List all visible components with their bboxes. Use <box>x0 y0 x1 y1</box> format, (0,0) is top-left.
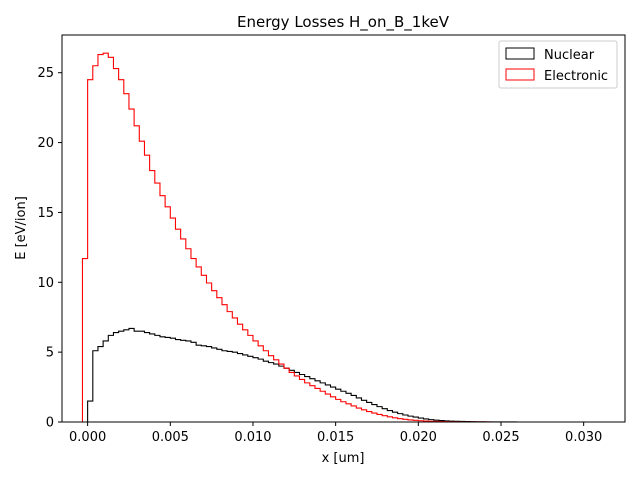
legend-swatch-electronic <box>505 68 535 81</box>
x-tick-label: 0.000 <box>69 430 106 445</box>
x-tick-label: 0.025 <box>482 430 519 445</box>
y-tick-label: 5 <box>46 346 54 361</box>
y-tick-label: 0 <box>46 416 54 431</box>
x-tick-label: 0.020 <box>400 430 437 445</box>
series-line-nuclear <box>87 327 528 423</box>
x-axis: 0.000 0.005 0.010 0.015 0.020 0.025 0.030 <box>69 422 602 445</box>
x-tick-label: 0.030 <box>565 430 602 445</box>
y-tick-label: 10 <box>37 276 54 291</box>
legend: Nuclear Electronic <box>498 40 618 89</box>
x-tick-label: 0.015 <box>317 430 354 445</box>
y-tick-label: 20 <box>37 136 54 151</box>
series-layer <box>81 52 600 423</box>
plot-frame <box>61 34 626 423</box>
x-axis-title: x [um] <box>322 451 365 466</box>
y-tick-label: 25 <box>37 66 54 81</box>
legend-label-nuclear: Nuclear <box>544 48 595 63</box>
y-axis-title: E [eV/ion] <box>14 196 29 260</box>
chart-title: Energy Losses H_on_B_1keV <box>237 13 450 32</box>
y-axis: 0 5 10 15 20 25 <box>37 66 62 431</box>
legend-box <box>498 40 618 89</box>
legend-label-electronic: Electronic <box>544 69 608 84</box>
y-tick-label: 15 <box>37 206 54 221</box>
x-tick-label: 0.010 <box>234 430 271 445</box>
series-line-electronic <box>81 52 600 423</box>
legend-swatch-nuclear <box>505 47 535 60</box>
x-tick-label: 0.005 <box>152 430 189 445</box>
